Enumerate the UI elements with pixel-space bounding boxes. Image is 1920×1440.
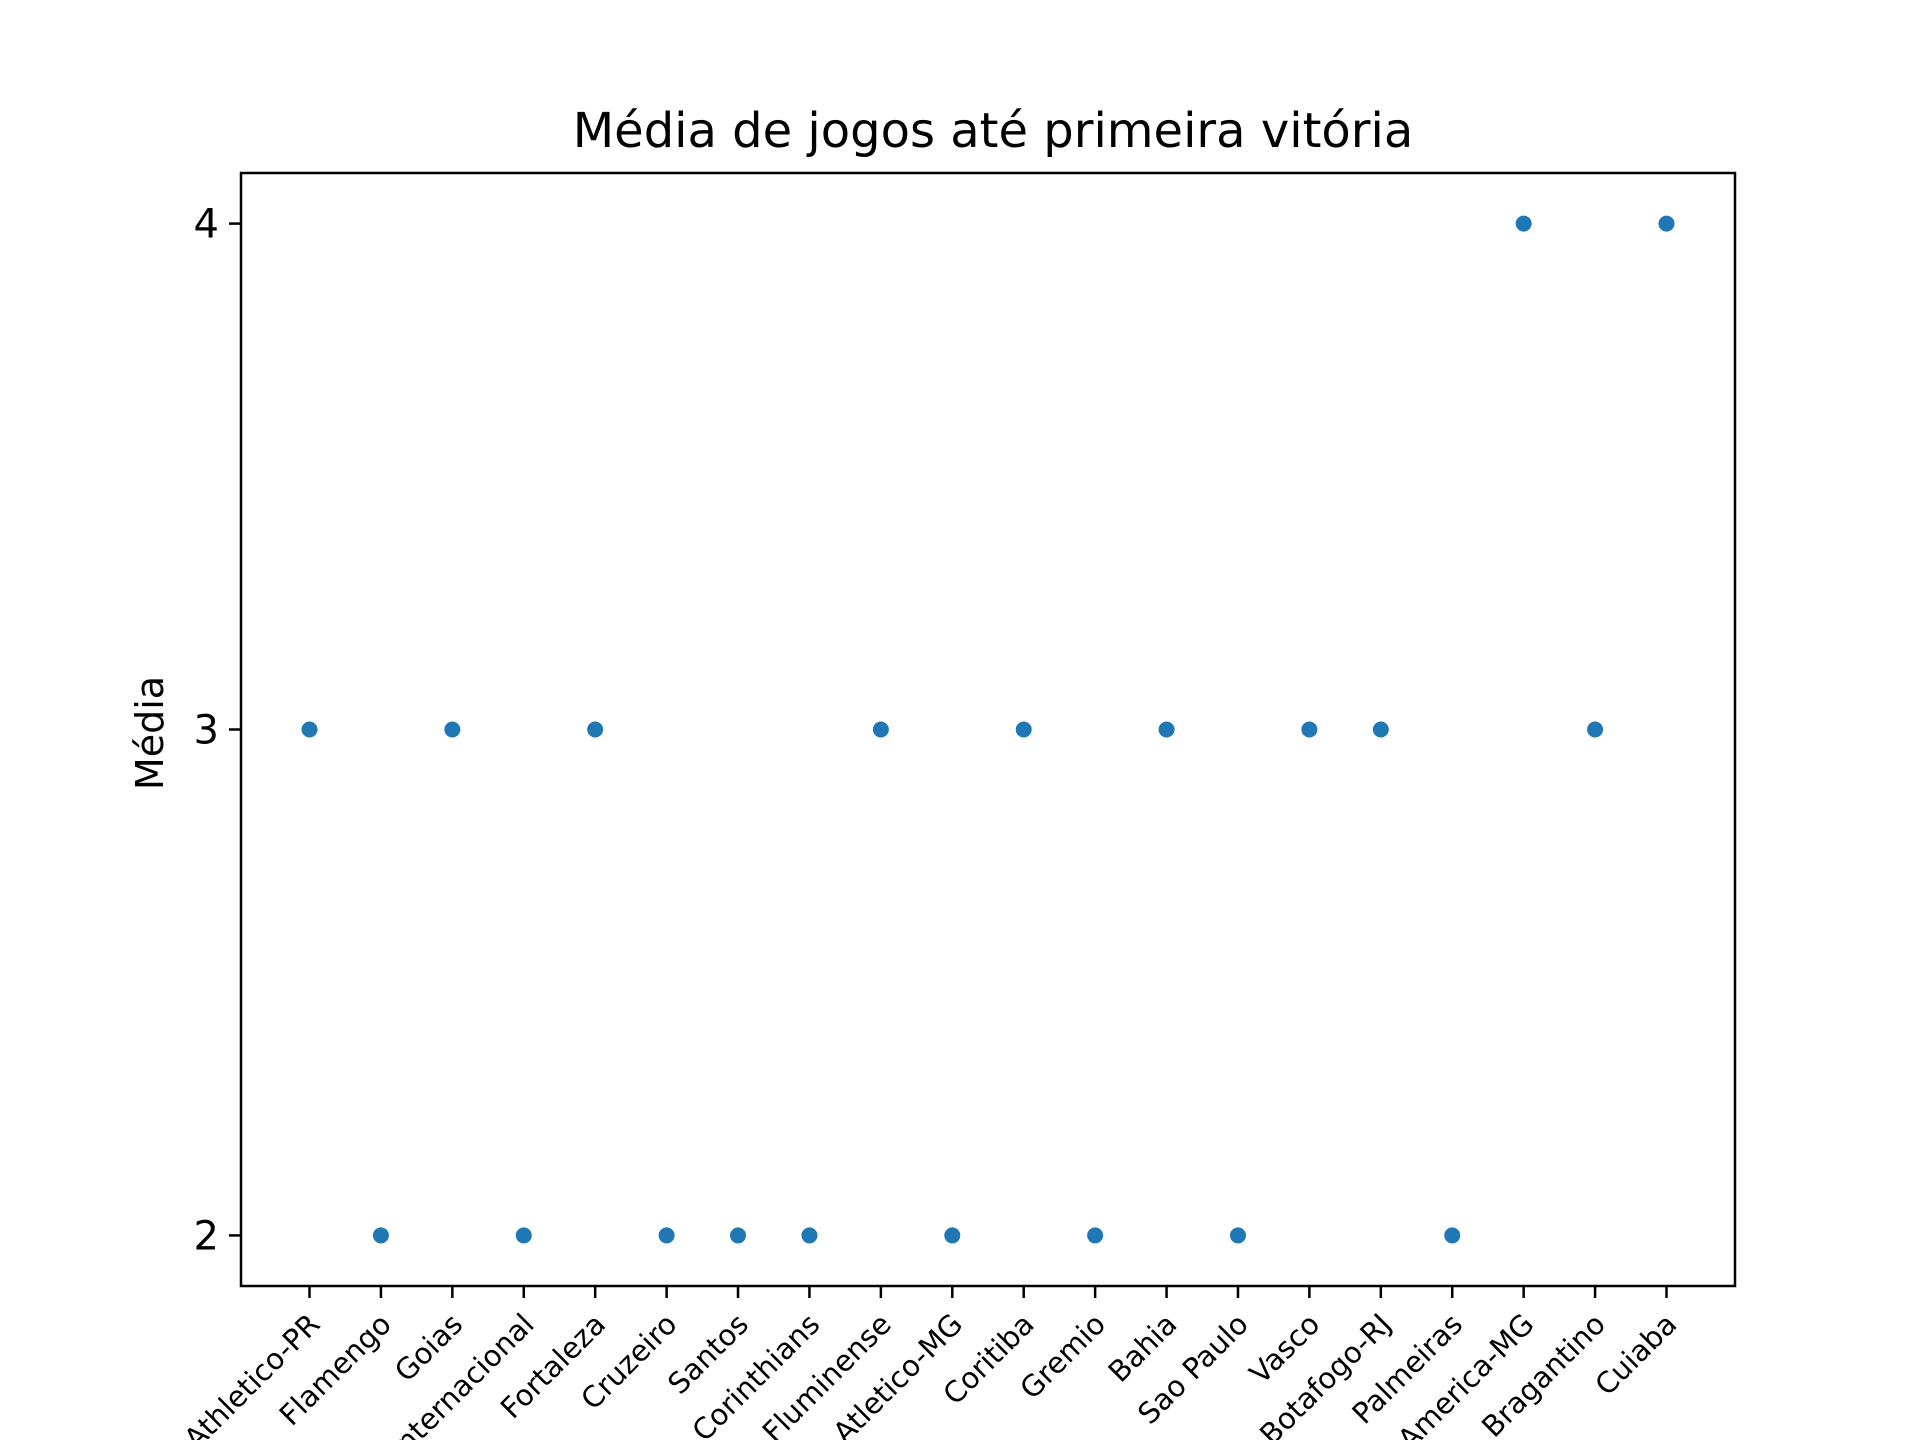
data-point [944,1227,961,1244]
data-point [1515,215,1532,232]
y-tick-label: 3 [194,708,219,754]
y-axis-ticks: 2 3 4 [194,202,241,1259]
data-point [658,1227,675,1244]
data-point [1658,215,1675,232]
x-axis-ticks: Athletico-PRFlamengoGoiasInternacionalFo… [177,1286,1683,1440]
data-point [515,1227,532,1244]
plot-area [239,171,1737,1288]
chart-title: Média de jogos até primeira vitória [573,103,1414,159]
data-point [872,721,889,738]
data-point [1372,721,1389,738]
data-point [1587,721,1604,738]
data-point [372,1227,389,1244]
data-point [587,721,604,738]
data-point [444,721,461,738]
data-point [1158,721,1175,738]
x-tick-label: Cuiaba [1588,1307,1683,1402]
data-point [1301,721,1318,738]
data-point [301,721,318,738]
y-tick-label: 2 [194,1213,219,1259]
y-tick-label: 4 [194,202,219,248]
data-point [801,1227,818,1244]
data-point [730,1227,747,1244]
data-point [1015,721,1032,738]
data-point [1444,1227,1461,1244]
data-point [1229,1227,1246,1244]
scatter-points [301,215,1675,1244]
data-point [1087,1227,1104,1244]
y-axis-label: Média [128,676,172,790]
